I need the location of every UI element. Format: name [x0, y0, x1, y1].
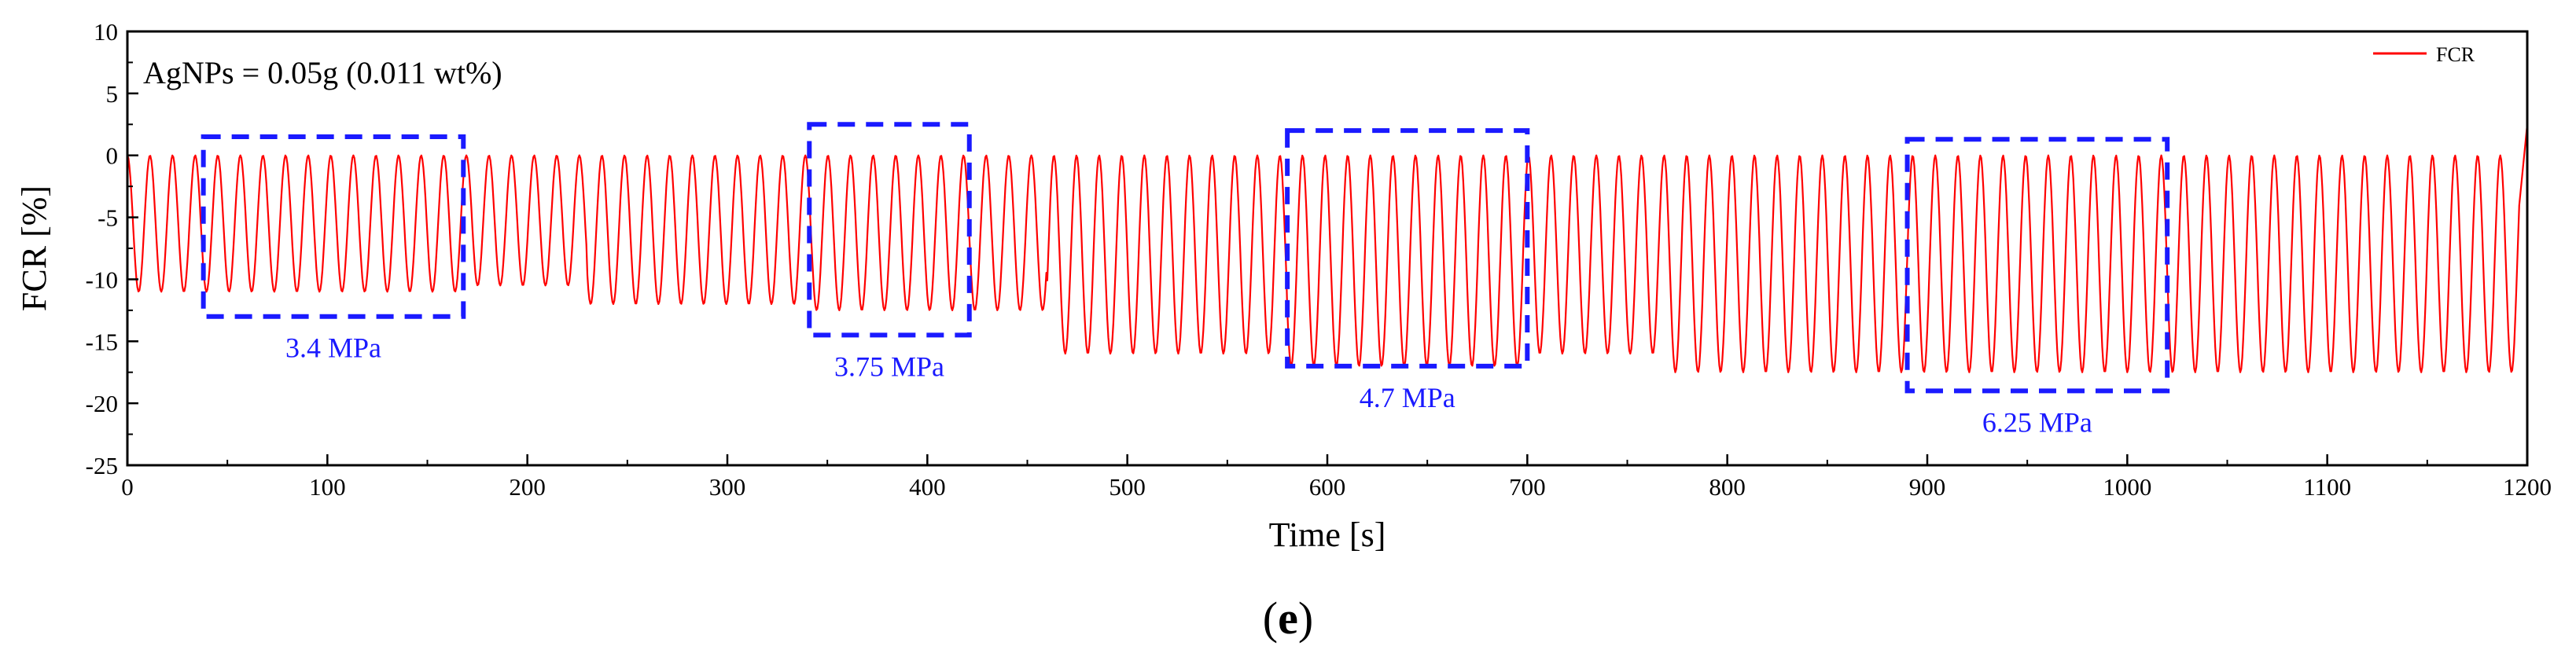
x-axis-title: Time [s] — [1269, 516, 1386, 554]
y-tick-label: 0 — [106, 142, 119, 170]
panel-label: (e) — [1263, 593, 1313, 644]
x-tick-label: 800 — [1709, 473, 1746, 501]
x-tick-label: 100 — [309, 473, 346, 501]
pressure-region-label: 6.25 MPa — [1982, 406, 2092, 438]
x-tick-label: 1100 — [2303, 473, 2351, 501]
pressure-region-box — [201, 134, 466, 319]
plot-frame — [126, 30, 2529, 467]
x-tick-label: 600 — [1309, 473, 1346, 501]
y-tick-label: -15 — [86, 328, 118, 355]
y-tick-label: 5 — [106, 80, 119, 108]
y-tick-label: -5 — [98, 204, 118, 232]
x-tick-label: 700 — [1509, 473, 1546, 501]
y-tick-label: -20 — [86, 390, 118, 417]
x-tick-label: 400 — [909, 473, 946, 501]
y-tick-label: -25 — [86, 452, 118, 479]
x-tick-label: 300 — [709, 473, 746, 501]
y-tick-label: -10 — [86, 266, 118, 293]
pressure-region-label: 3.4 MPa — [285, 332, 381, 364]
fcr-series-line — [126, 124, 2529, 373]
pressure-region-box — [807, 122, 972, 338]
legend-label: FCR — [2436, 43, 2475, 66]
x-tick-label: 0 — [121, 473, 134, 501]
x-tick-label: 900 — [1909, 473, 1946, 501]
y-axis-title: FCR [%] — [15, 185, 53, 311]
x-tick-label: 500 — [1109, 473, 1146, 501]
pressure-region-box — [1904, 137, 2170, 394]
pressure-region-label: 4.7 MPa — [1360, 382, 1455, 413]
x-tick-label: 200 — [509, 473, 546, 501]
chart-annotation: AgNPs = 0.05g (0.011 wt%) — [143, 55, 502, 90]
y-tick-label: 10 — [94, 18, 118, 46]
x-tick-label: 1200 — [2503, 473, 2552, 501]
pressure-region-box — [1285, 128, 1530, 369]
x-tick-label: 1000 — [2103, 473, 2151, 501]
pressure-region-label: 3.75 MPa — [834, 351, 944, 382]
